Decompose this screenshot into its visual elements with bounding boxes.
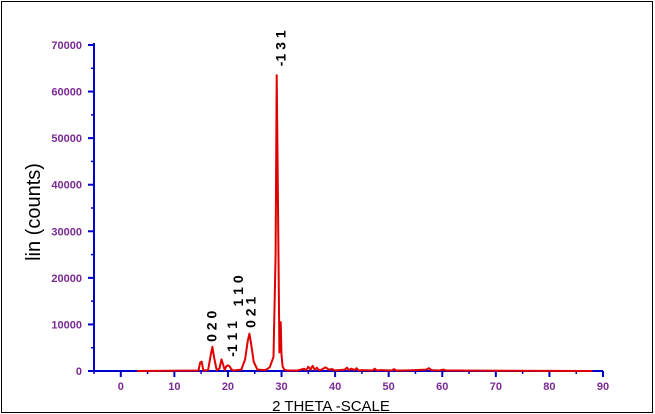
series-group bbox=[136, 74, 593, 372]
y-tick-label: 0 bbox=[76, 366, 82, 378]
x-tick-label: 90 bbox=[597, 381, 609, 393]
diffraction-series-line bbox=[136, 74, 593, 372]
x-tick-label: 50 bbox=[383, 381, 395, 393]
x-tick-label: 20 bbox=[222, 381, 234, 393]
peak-label: 0 2 1 bbox=[243, 297, 259, 328]
y-tick-label: 20000 bbox=[51, 273, 82, 285]
y-tick-label: 70000 bbox=[51, 40, 82, 52]
y-tick-label: 30000 bbox=[51, 226, 82, 238]
y-tick-label: 60000 bbox=[51, 87, 82, 99]
axis-tick-labels: 0 10000 20000 30000 40000 50000 60000 70000 0 10 2… bbox=[51, 40, 609, 393]
peak-label: 1 1 0 bbox=[230, 275, 246, 306]
x-tick-label: 80 bbox=[543, 381, 555, 393]
axis-ticks bbox=[88, 44, 604, 377]
x-tick-label: 60 bbox=[436, 381, 448, 393]
x-tick-label: 0 bbox=[118, 381, 124, 393]
x-axis-title: 2 THETA -SCALE bbox=[272, 398, 390, 414]
y-tick-label: 50000 bbox=[51, 133, 82, 145]
x-tick-label: 70 bbox=[490, 381, 502, 393]
y-tick-label: 10000 bbox=[51, 319, 82, 331]
peak-annotations: 0 2 0 -1 1 1 1 1 00 2 1 -1 3 1 bbox=[203, 30, 288, 357]
x-tick-label: 30 bbox=[275, 381, 287, 393]
x-tick-label: 10 bbox=[168, 381, 180, 393]
y-tick-label: 40000 bbox=[51, 180, 82, 192]
y-axis-title: lin (counts) bbox=[23, 163, 45, 261]
peak-label: -1 3 1 bbox=[273, 30, 289, 66]
peak-label: -1 1 1 bbox=[224, 321, 240, 357]
peak-label: 0 2 0 bbox=[203, 311, 219, 342]
x-tick-label: 40 bbox=[329, 381, 341, 393]
